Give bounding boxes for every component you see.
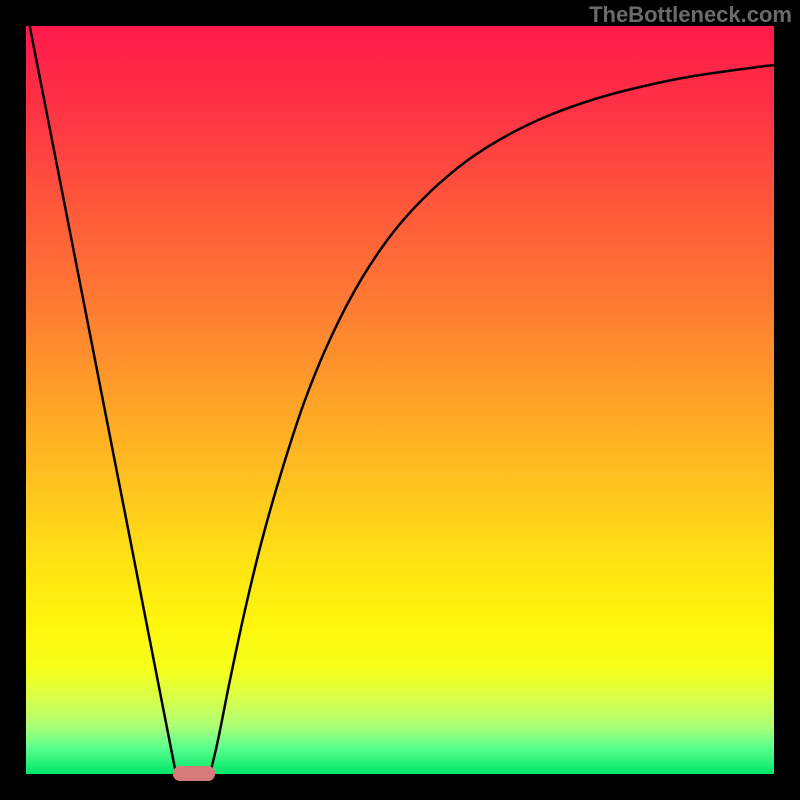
valley-marker (173, 766, 215, 781)
watermark-text: TheBottleneck.com (589, 2, 792, 28)
chart-background (26, 26, 774, 774)
chart-svg (0, 0, 800, 800)
bottleneck-chart: TheBottleneck.com (0, 0, 800, 800)
